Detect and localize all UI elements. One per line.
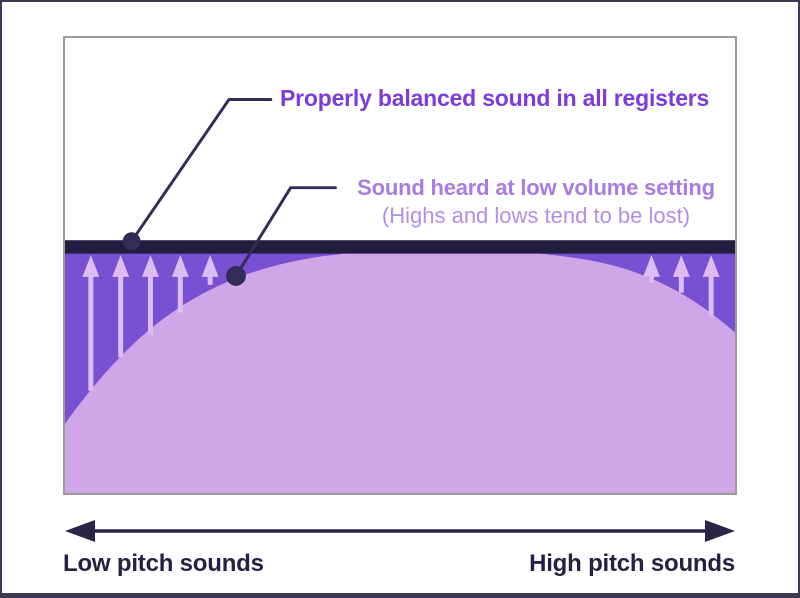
high-pitch-label: High pitch sounds <box>529 550 735 577</box>
balanced-sound-bar <box>65 240 735 254</box>
low-volume-leader-line <box>234 186 337 278</box>
balanced-leader-dot <box>122 232 141 251</box>
boost-arrow-head-icon <box>643 255 660 277</box>
low-volume-leader-dot <box>226 265 246 286</box>
pitch-axis-arrow <box>65 520 735 542</box>
boost-arrow-head-icon <box>171 255 189 277</box>
boost-arrow-head-icon <box>672 255 690 277</box>
boost-arrow-head-icon <box>201 255 219 277</box>
boost-arrow-head-icon <box>112 255 130 277</box>
balanced-leader-line <box>130 97 273 243</box>
pitch-axis-right-arrowhead-icon <box>705 520 735 542</box>
low-volume-label: Sound heard at low volume setting <box>357 175 715 200</box>
low-pitch-label: Low pitch sounds <box>63 550 264 577</box>
low-volume-sublabel: (Highs and lows tend to be lost) <box>381 203 691 228</box>
pitch-axis-left-arrowhead-icon <box>65 520 95 542</box>
boost-arrows <box>82 255 720 391</box>
boost-arrow-head-icon <box>82 255 100 277</box>
boost-arrow-head-icon <box>702 255 720 277</box>
low-volume-dome <box>65 248 735 493</box>
diagram-canvas <box>63 36 737 495</box>
diagram-plot <box>65 97 735 493</box>
boost-arrow-head-icon <box>142 255 159 277</box>
low-volume-label-group: Sound heard at low volume setting (Highs… <box>339 174 733 230</box>
balanced-sound-label: Properly balanced sound in all registers <box>280 85 710 111</box>
